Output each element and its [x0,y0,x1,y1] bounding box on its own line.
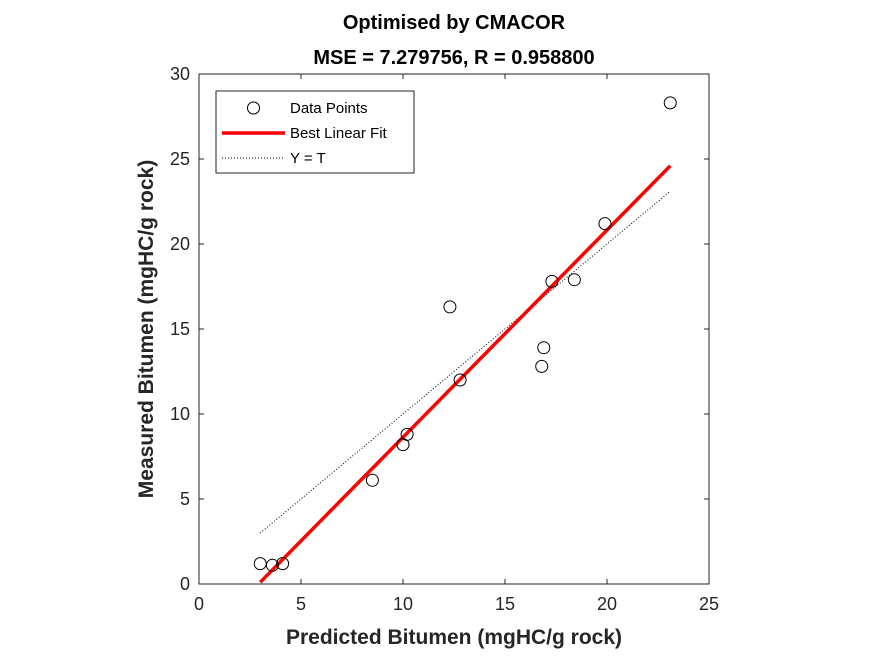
y-tick-label: 25 [170,149,190,169]
x-axis-label: Predicted Bitumen (mgHC/g rock) [286,626,622,649]
legend-marker-data-points [247,101,260,115]
data-point [537,341,551,355]
chart-title: Optimised by CMACOR [343,12,566,34]
series-y-equals-t-line [259,190,671,534]
data-point [453,373,467,387]
data-point [598,217,612,231]
x-tick-label: 25 [699,594,719,614]
legend: Data Points Best Linear Fit Y = T [215,90,415,174]
data-point [265,558,279,572]
data-point [535,359,549,373]
y-tick-label: 10 [170,404,190,424]
data-point [400,427,414,441]
x-tick-label: 20 [597,594,617,614]
y-tick-label: 15 [170,319,190,339]
legend-label: Y = T [290,150,326,167]
y-axis-label: Measured Bitumen (mgHC/g rock) [135,160,158,498]
series-best-linear-fit-line [258,164,672,584]
y-tick-label: 30 [170,64,190,84]
data-point [545,274,559,288]
data-point [443,300,457,314]
y-tick-label: 20 [170,234,190,254]
x-tick-label: 0 [194,594,204,614]
y-tick-label: 0 [180,574,190,594]
y-tick-label: 5 [180,489,190,509]
legend-label: Best Linear Fit [290,125,388,142]
x-tick-label: 10 [393,594,413,614]
x-tick-label: 5 [296,594,306,614]
x-tick-label: 15 [495,594,515,614]
chart-subtitle: MSE = 7.279756, R = 0.958800 [313,47,594,69]
data-point [365,473,379,487]
data-point [663,96,677,110]
legend-label: Data Points [290,100,368,117]
data-point [276,557,290,571]
data-point [567,273,581,287]
